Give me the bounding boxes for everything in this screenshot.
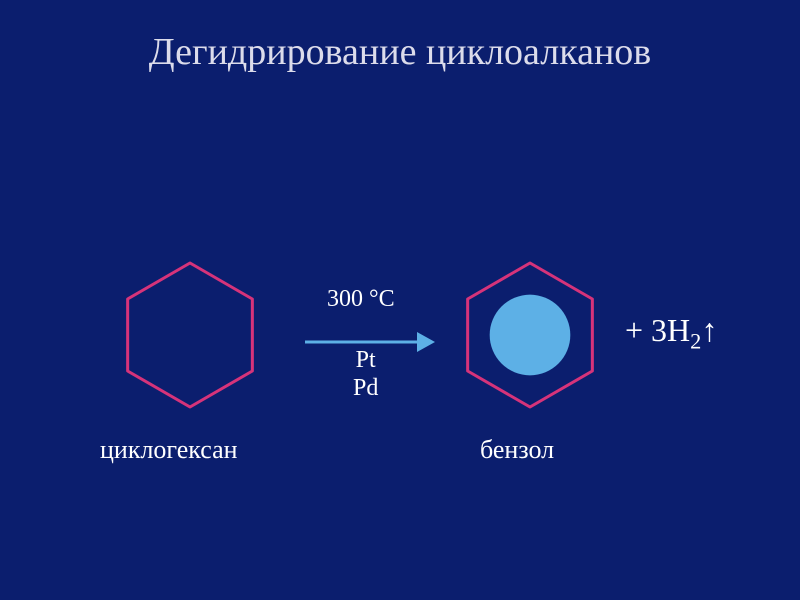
reaction-condition-temperature: 300 °С: [327, 286, 395, 313]
hydrogen-prefix: + 3H: [625, 312, 690, 348]
reaction-diagram: циклогексан 300 °С Pt Pd бензол + 3H2↑: [0, 230, 800, 490]
benzene-label: бензол: [480, 435, 554, 465]
cyclohexane-label: циклогексан: [100, 435, 238, 465]
cyclohexane-structure: [115, 260, 265, 415]
benzene-structure: [455, 260, 605, 415]
hydrogen-arrow-up: ↑: [701, 312, 717, 348]
hydrogen-product: + 3H2↑: [625, 312, 717, 354]
slide: Дегидрирование циклоалканов циклогексан …: [0, 0, 800, 600]
slide-title: Дегидрирование циклоалканов: [0, 30, 800, 74]
reaction-condition-catalyst: Pt Pd: [353, 347, 378, 402]
catalyst-pd: Pd: [353, 375, 378, 403]
hydrogen-subscript: 2: [690, 328, 701, 353]
catalyst-pt: Pt: [353, 347, 378, 375]
